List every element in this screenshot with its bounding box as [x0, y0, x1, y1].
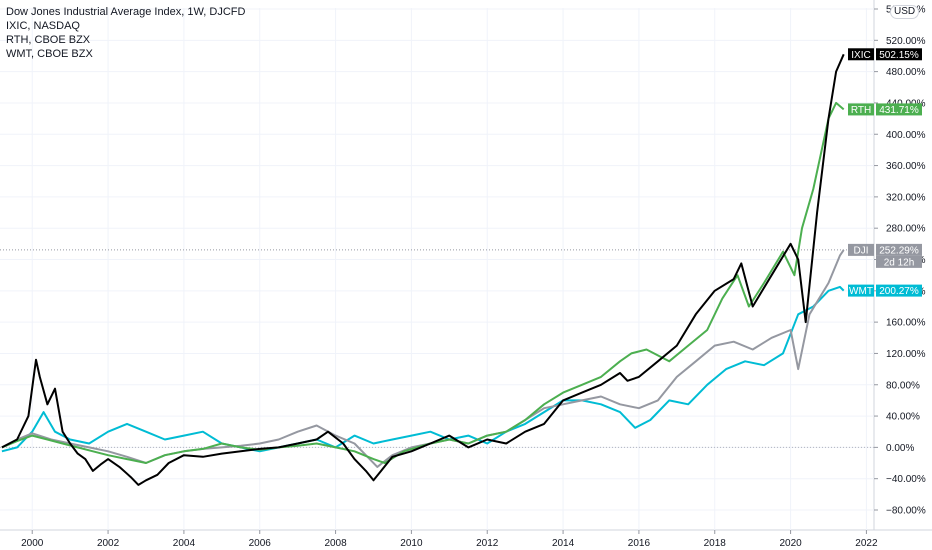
y-tick-label: 120.00%: [886, 349, 926, 360]
tag-name: WMT: [849, 286, 873, 297]
tag-name-bg: [848, 48, 874, 61]
y-tick-label: 40.00%: [886, 412, 920, 423]
legend-title[interactable]: Dow Jones Industrial Average Index, 1W, …: [6, 6, 246, 18]
tag-name: IXIC: [851, 50, 870, 61]
y-tick-label: −80.00%: [886, 506, 926, 517]
y-tick-label: 360.00%: [886, 161, 926, 172]
y-tick-label: 160.00%: [886, 318, 926, 329]
last-value-tag-wmt: WMT 200.27%: [848, 284, 922, 297]
x-tick-label: 2004: [173, 538, 196, 549]
y-tick-label: 80.00%: [886, 380, 920, 391]
legend-item-ixic[interactable]: IXIC, NASDAQ: [6, 20, 80, 32]
tag-value-bg: [876, 103, 922, 116]
tag-name-bg: [848, 103, 874, 116]
y-tick-label: 0.00%: [886, 443, 914, 454]
series-line-rth: [1, 101, 845, 464]
tag-value: 252.29%: [879, 245, 919, 256]
y-tick-label: 480.00%: [886, 67, 926, 78]
x-axis: 2000 2002 2004 2006 2008 2010 2012 2014 2016 2018…: [21, 530, 878, 549]
y-tick-label: 280.00%: [886, 224, 926, 235]
tag-name-bg: [848, 284, 874, 297]
series-line-wmt: [1, 285, 845, 453]
x-tick-label: 2020: [779, 538, 802, 549]
tag-value: 200.27%: [879, 286, 919, 297]
chart-legend: Dow Jones Industrial Average Index, 1W, …: [6, 5, 245, 61]
currency-badge[interactable]: USD: [890, 5, 920, 19]
x-tick-label: 2000: [21, 538, 44, 549]
y-tick-label: −40.00%: [886, 474, 926, 485]
tag-name-bg: [848, 243, 874, 256]
last-value-tag-ixic: IXIC 502.15%: [848, 48, 922, 61]
series-line-dji: [1, 249, 845, 468]
tag-value-bg: [876, 243, 922, 256]
tag-name: RTH: [851, 105, 871, 116]
chart-grid: [0, 0, 932, 531]
last-value-tags: IXIC 502.15% RTH 431.71% DJI 252.29%2d 12h WMT…: [848, 48, 922, 297]
last-value-tag-dji: DJI 252.29%2d 12h: [848, 243, 922, 268]
x-tick-label: 2018: [704, 538, 727, 549]
y-tick-label: 320.00%: [886, 192, 926, 203]
x-tick-label: 2022: [855, 538, 878, 549]
legend-item-rth[interactable]: RTH, CBOE BZX: [6, 34, 91, 46]
x-tick-label: 2014: [552, 538, 575, 549]
x-tick-label: 2006: [249, 538, 272, 549]
tag-name: DJI: [854, 245, 869, 256]
tag-value: 431.71%: [879, 105, 919, 116]
x-tick-label: 2008: [324, 538, 347, 549]
x-tick-label: 2012: [476, 538, 499, 549]
countdown-label: 2d 12h: [884, 257, 915, 268]
last-value-tag-rth: RTH 431.71%: [848, 103, 922, 116]
x-tick-label: 2002: [97, 538, 120, 549]
series-lines: [1, 53, 845, 486]
countdown-bg: [876, 255, 922, 268]
legend-item-wmt[interactable]: WMT, CBOE BZX: [6, 48, 93, 60]
tag-value-bg: [876, 284, 922, 297]
y-tick-label: 400.00%: [886, 130, 926, 141]
tag-value: 502.15%: [879, 50, 919, 61]
y-tick-label: 520.00%: [886, 36, 926, 47]
x-tick-label: 2010: [400, 538, 423, 549]
x-tick-label: 2016: [628, 538, 651, 549]
tag-value-bg: [876, 48, 922, 61]
series-line-ixic: [1, 53, 845, 486]
